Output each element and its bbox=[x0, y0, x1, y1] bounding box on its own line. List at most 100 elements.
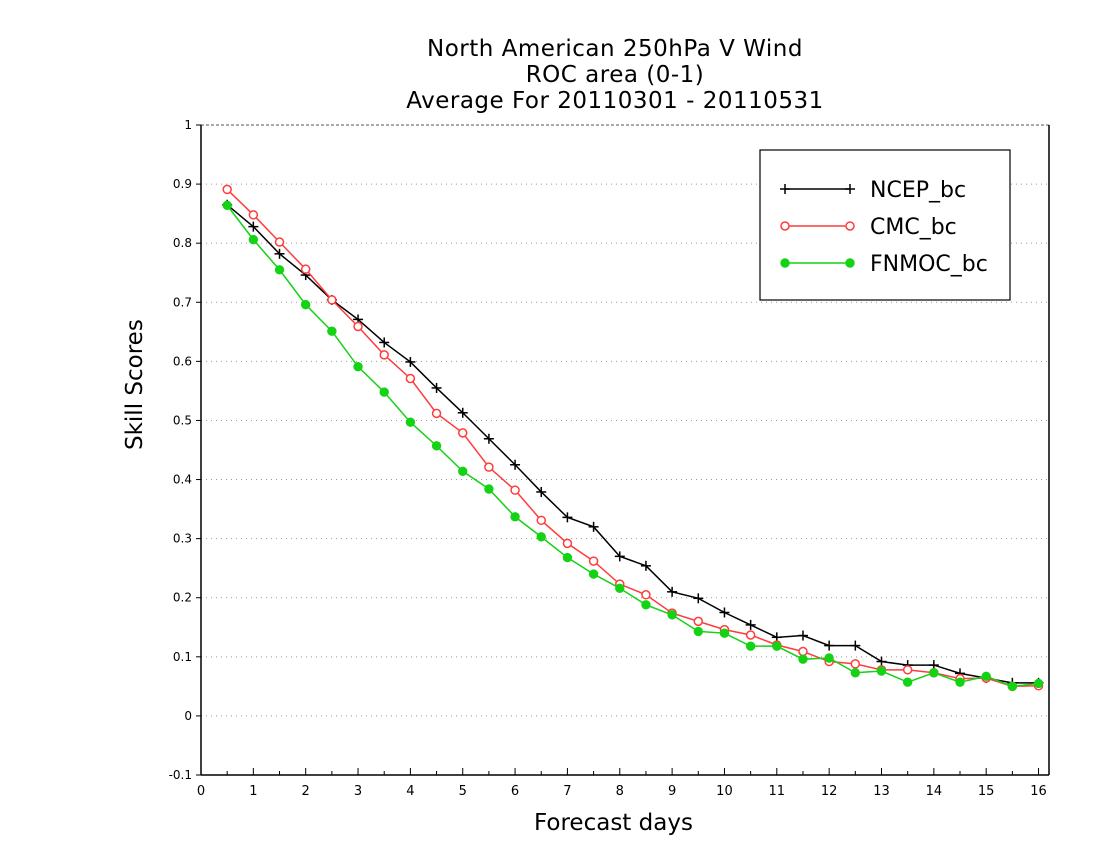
x-tick-label: 16 bbox=[1030, 784, 1047, 799]
x-tick-label: 9 bbox=[668, 784, 676, 799]
x-tick-label: 1 bbox=[249, 784, 257, 799]
data-point bbox=[222, 184, 232, 195]
data-point bbox=[248, 234, 259, 245]
data-point bbox=[431, 408, 442, 419]
data-point bbox=[327, 295, 337, 305]
legend-item: CMC_bc bbox=[780, 215, 957, 240]
data-point bbox=[327, 326, 337, 336]
chart-title-line-1: North American 250hPa V Wind bbox=[427, 36, 803, 62]
data-point bbox=[850, 659, 861, 669]
data-point bbox=[902, 677, 913, 687]
data-point bbox=[222, 200, 232, 211]
data-point bbox=[405, 373, 416, 384]
data-point bbox=[484, 484, 494, 494]
x-tick-label: 10 bbox=[716, 784, 733, 799]
data-point bbox=[845, 221, 855, 231]
y-tick-label: 0.2 bbox=[173, 591, 192, 605]
data-point bbox=[641, 590, 651, 600]
data-point bbox=[981, 671, 991, 682]
y-tick-label: 1 bbox=[184, 118, 192, 132]
x-tick-label: 8 bbox=[616, 784, 624, 799]
data-point bbox=[641, 600, 651, 610]
data-point bbox=[536, 532, 546, 542]
x-tick-label: 7 bbox=[563, 784, 571, 799]
data-point bbox=[484, 462, 494, 472]
data-point bbox=[1033, 678, 1044, 689]
legend-label: NCEP_bc bbox=[870, 178, 966, 203]
x-tick-label: 13 bbox=[873, 784, 890, 799]
axes: -0.100.10.20.30.40.50.60.70.80.910 1 2 3 4 5 6… bbox=[169, 118, 1050, 799]
series-line bbox=[226, 204, 1039, 688]
x-tick-label: 11 bbox=[769, 784, 786, 799]
y-tick-label: 0.9 bbox=[173, 177, 192, 191]
legend-box bbox=[759, 149, 1011, 301]
data-point bbox=[745, 630, 756, 640]
x-tick-label: 0 bbox=[197, 784, 205, 799]
x-tick-label: 12 bbox=[821, 784, 838, 799]
series-layer bbox=[222, 184, 1044, 692]
data-point bbox=[379, 387, 389, 397]
data-point bbox=[248, 210, 259, 220]
legend-label: FNMOC_bc bbox=[870, 252, 988, 277]
data-point bbox=[824, 653, 834, 663]
data-point bbox=[693, 626, 703, 637]
legend-item: NCEP_bc bbox=[780, 178, 966, 203]
data-point bbox=[588, 556, 599, 566]
data-point bbox=[510, 512, 520, 522]
legend-label: CMC_bc bbox=[870, 215, 957, 240]
x-tick-label: 2 bbox=[302, 784, 310, 799]
data-point bbox=[536, 515, 546, 526]
chart-title-line-2: ROC area (0-1) bbox=[525, 62, 705, 88]
data-point bbox=[693, 616, 704, 627]
data-point bbox=[798, 646, 808, 657]
data-point bbox=[300, 264, 311, 274]
chart-title-line-3: Average For 20110301 - 20110531 bbox=[406, 88, 824, 114]
data-point bbox=[929, 668, 939, 678]
data-point bbox=[845, 258, 855, 268]
y-tick-label: 0.5 bbox=[173, 413, 192, 427]
x-tick-label: 14 bbox=[926, 784, 943, 799]
y-tick-label: -0.1 bbox=[169, 768, 192, 782]
data-point bbox=[405, 417, 416, 427]
data-point bbox=[562, 538, 573, 549]
y-tick-label: 0 bbox=[184, 709, 192, 723]
x-tick-label: 15 bbox=[978, 784, 995, 799]
legend: NCEP_bc CMC_bc FNMOC_bc bbox=[759, 149, 1011, 301]
data-point bbox=[431, 441, 442, 451]
data-point bbox=[798, 654, 808, 664]
grid-lines bbox=[201, 124, 1049, 717]
data-point bbox=[510, 485, 520, 495]
data-point bbox=[588, 569, 599, 579]
data-point bbox=[780, 221, 790, 231]
y-tick-label: 0.8 bbox=[173, 236, 192, 250]
y-tick-label: 0.6 bbox=[173, 354, 192, 368]
x-tick-label: 4 bbox=[406, 784, 414, 799]
data-point bbox=[615, 583, 625, 593]
data-point bbox=[458, 466, 468, 476]
y-axis-label: Skill Scores bbox=[122, 319, 148, 450]
data-point bbox=[274, 265, 285, 275]
data-point bbox=[667, 610, 677, 620]
data-point bbox=[902, 665, 913, 675]
data-point bbox=[353, 321, 363, 332]
data-point bbox=[274, 237, 285, 247]
x-tick-label: 5 bbox=[459, 784, 467, 799]
data-point bbox=[562, 552, 573, 563]
data-point bbox=[955, 677, 965, 687]
data-point bbox=[353, 361, 363, 372]
y-tick-label: 0.1 bbox=[173, 650, 192, 664]
legend-item: FNMOC_bc bbox=[780, 252, 988, 277]
data-point bbox=[300, 299, 311, 310]
data-point bbox=[719, 628, 730, 638]
data-point bbox=[850, 668, 861, 678]
y-tick-label: 0.4 bbox=[173, 473, 192, 487]
y-tick-label: 0.7 bbox=[173, 295, 192, 309]
x-tick-label: 3 bbox=[354, 784, 362, 799]
data-point bbox=[780, 258, 790, 268]
x-tick-label: 6 bbox=[511, 784, 519, 799]
data-point bbox=[379, 350, 389, 360]
data-point bbox=[1007, 681, 1018, 692]
series-FNMOC_bc bbox=[222, 200, 1044, 692]
data-point bbox=[876, 666, 887, 676]
